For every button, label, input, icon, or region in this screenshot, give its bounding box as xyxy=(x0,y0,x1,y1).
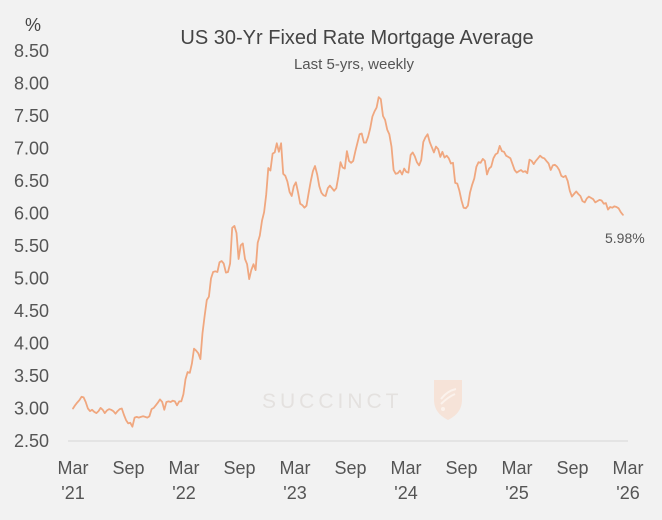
succinct-watermark: SUCCINCT xyxy=(262,380,462,420)
x-tick-year-label: '24 xyxy=(394,483,417,503)
x-tick-month-label: Sep xyxy=(112,458,144,478)
x-tick-year-label: '22 xyxy=(172,483,195,503)
chart-title: US 30-Yr Fixed Rate Mortgage Average xyxy=(180,27,533,49)
y-tick-label: 4.50 xyxy=(14,301,49,321)
shield-logo-icon xyxy=(434,380,462,420)
end-value-label: 5.98% xyxy=(605,230,645,246)
x-tick-year-label: '21 xyxy=(61,483,84,503)
y-tick-label: 3.50 xyxy=(14,366,49,386)
y-tick-label: 7.00 xyxy=(14,139,49,159)
series-line-30yr-fixed-rate xyxy=(72,96,624,428)
x-tick-month-label: Mar xyxy=(613,458,644,478)
x-tick-month-label: Mar xyxy=(58,458,89,478)
x-tick-month-label: Sep xyxy=(556,458,588,478)
y-tick-label: 2.50 xyxy=(14,431,49,451)
x-tick-month-label: Sep xyxy=(334,458,366,478)
x-tick-year-label: '26 xyxy=(616,483,639,503)
x-tick-year-label: '25 xyxy=(505,483,528,503)
y-tick-label: 8.50 xyxy=(14,41,49,61)
watermark-text: SUCCINCT xyxy=(262,390,403,413)
y-tick-label: 6.00 xyxy=(14,204,49,224)
y-axis-unit: % xyxy=(25,15,41,35)
y-tick-label: 5.00 xyxy=(14,269,49,289)
x-axis-ticks: Mar '21 Sep Mar '22 Sep Mar '23 Sep Mar '24 Sep Mar '… xyxy=(58,458,644,503)
chart-subtitle: Last 5-yrs, weekly xyxy=(294,56,415,73)
x-tick-year-label: '23 xyxy=(283,483,306,503)
x-tick-month-label: Mar xyxy=(391,458,422,478)
y-tick-label: 7.50 xyxy=(14,106,49,126)
y-tick-label: 5.50 xyxy=(14,236,49,256)
y-tick-label: 4.00 xyxy=(14,334,49,354)
x-tick-month-label: Sep xyxy=(445,458,477,478)
y-tick-label: 8.00 xyxy=(14,74,49,94)
x-tick-month-label: Sep xyxy=(223,458,255,478)
y-axis-ticks: 8.50 8.00 7.50 7.00 6.50 6.00 5.50 5.00 4.50 4.00… xyxy=(14,41,49,451)
x-tick-month-label: Mar xyxy=(169,458,200,478)
x-tick-month-label: Mar xyxy=(280,458,311,478)
x-tick-month-label: Mar xyxy=(502,458,533,478)
y-tick-label: 6.50 xyxy=(14,171,49,191)
y-tick-label: 3.00 xyxy=(14,399,49,419)
